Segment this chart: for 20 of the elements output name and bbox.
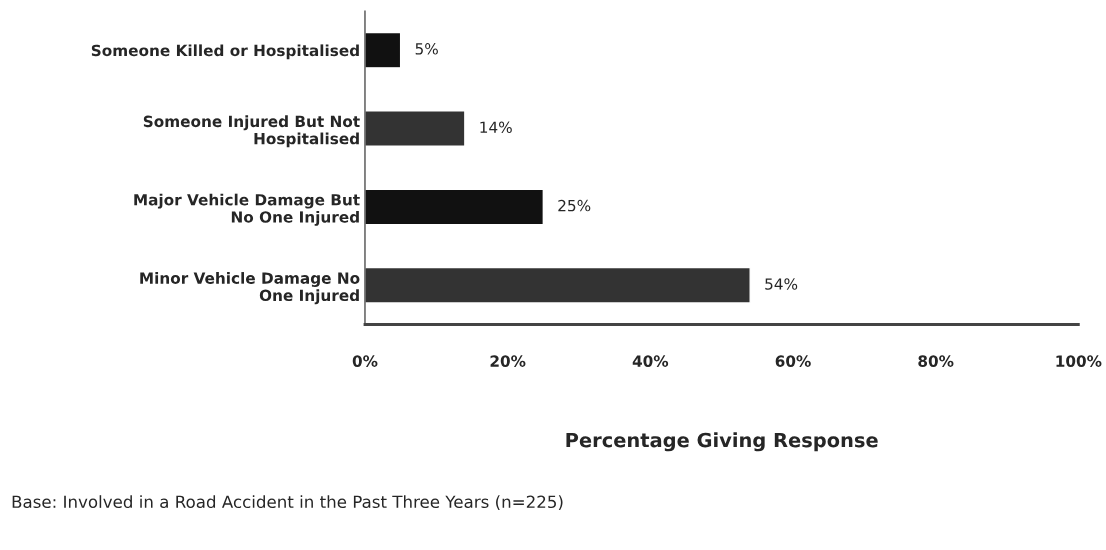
bar xyxy=(364,31,402,69)
bar xyxy=(364,188,545,226)
x-tick-label: 100% xyxy=(1056,355,1102,367)
y-tick-label: Someone Injured But Not Hospitalised xyxy=(143,115,360,148)
y-tick-label: Someone Killed or Hospitalised xyxy=(91,44,359,60)
x-axis-title: Percentage Giving Response xyxy=(566,432,878,452)
bar xyxy=(364,110,466,147)
y-tick-label: Major Vehicle Damage But No One Injured xyxy=(134,193,360,226)
x-tick-label: 80% xyxy=(918,355,954,367)
bar xyxy=(364,266,751,304)
x-tick-label: 40% xyxy=(632,355,669,367)
data-label: 25% xyxy=(558,199,591,212)
y-tick-label: Minor Vehicle Damage No One Injured xyxy=(140,272,360,305)
x-tick-label: 20% xyxy=(490,355,526,367)
data-label: 14% xyxy=(480,121,512,133)
x-tick-label: 60% xyxy=(775,355,811,367)
data-label: 54% xyxy=(765,278,798,290)
data-label: 5% xyxy=(415,43,438,55)
text: Base: Involved in a Road Accident in the Past Three Years (n=225) xyxy=(12,495,563,511)
x-tick-label: 0% xyxy=(352,355,378,367)
